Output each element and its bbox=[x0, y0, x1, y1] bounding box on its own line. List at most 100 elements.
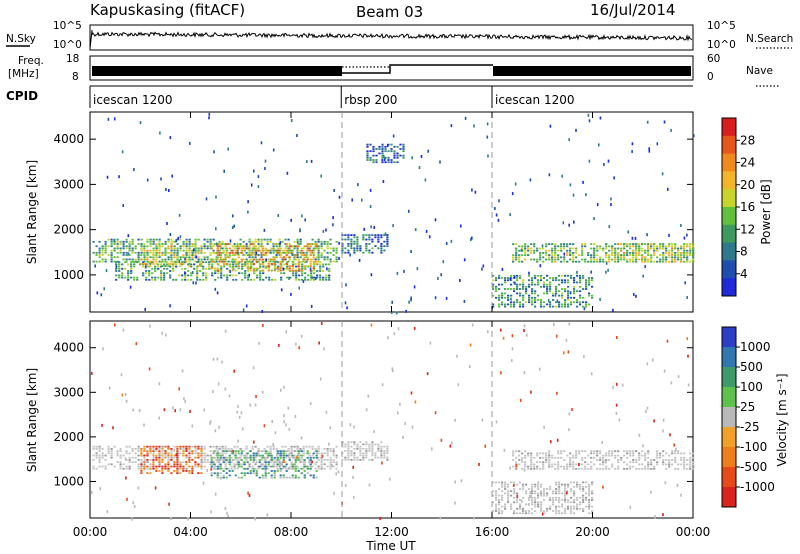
heatmap-cell bbox=[228, 461, 231, 464]
heatmap-cell bbox=[599, 450, 602, 453]
heatmap-cell bbox=[130, 270, 133, 272]
heatmap-cell bbox=[167, 445, 170, 448]
heatmap-cell bbox=[261, 252, 264, 254]
heatmap-cell bbox=[501, 294, 504, 297]
heatmap-cell bbox=[344, 456, 347, 459]
heatmap-cell bbox=[172, 278, 175, 281]
heatmap-cell bbox=[173, 445, 176, 448]
heatmap-cell bbox=[674, 256, 677, 259]
heatmap-cell bbox=[195, 255, 198, 259]
heatmap-cell bbox=[172, 265, 175, 268]
heatmap-cell bbox=[332, 247, 335, 250]
heatmap-cell bbox=[350, 238, 353, 241]
heatmap-cell bbox=[137, 238, 140, 241]
heatmap-cell bbox=[646, 120, 649, 124]
heatmap-cell bbox=[677, 249, 680, 252]
heatmap-cell bbox=[121, 150, 124, 154]
heatmap-cell bbox=[264, 452, 267, 455]
heatmap-cell bbox=[551, 260, 554, 263]
heatmap-cell bbox=[534, 496, 537, 499]
heatmap-cell bbox=[581, 245, 584, 248]
heatmap-cell bbox=[645, 410, 647, 413]
heatmap-cell bbox=[540, 492, 543, 495]
heatmap-cell bbox=[546, 279, 549, 282]
heatmap-cell bbox=[217, 272, 220, 275]
heatmap-cell bbox=[555, 481, 558, 484]
heatmap-cell bbox=[206, 258, 209, 261]
heatmap-cell bbox=[219, 465, 222, 468]
heatmap-cell bbox=[534, 292, 537, 295]
heatmap-cell bbox=[563, 256, 566, 259]
heatmap-cell bbox=[257, 185, 260, 189]
heatmap-cell bbox=[224, 448, 227, 450]
heatmap-cell bbox=[307, 274, 310, 277]
heatmap-cell bbox=[309, 474, 312, 477]
heatmap-cell bbox=[371, 458, 374, 461]
heatmap-cell bbox=[648, 147, 650, 151]
heatmap-cell bbox=[115, 267, 118, 270]
heatmap-cell bbox=[582, 510, 585, 512]
heatmap-cell bbox=[659, 260, 662, 263]
heatmap-cell bbox=[170, 517, 172, 521]
heatmap-cell bbox=[545, 245, 548, 248]
heatmap-cell bbox=[214, 429, 217, 433]
heatmap-cell bbox=[131, 249, 134, 252]
heatmap-cell bbox=[202, 481, 205, 485]
heatmap-cell bbox=[158, 260, 161, 263]
heatmap-cell bbox=[136, 261, 139, 264]
heatmap-cell bbox=[564, 288, 567, 290]
heatmap-cell bbox=[374, 456, 377, 459]
heatmap-cell bbox=[202, 274, 205, 277]
heatmap-cell bbox=[221, 240, 224, 243]
heatmap-cell bbox=[668, 256, 671, 259]
heatmap-cell bbox=[500, 371, 502, 375]
heatmap-cell bbox=[285, 263, 288, 265]
heatmap-cell bbox=[193, 267, 196, 270]
heatmap-cell bbox=[169, 274, 172, 277]
heatmap-cell bbox=[176, 448, 179, 450]
heatmap-cell bbox=[554, 463, 557, 466]
heatmap-cell bbox=[303, 245, 306, 248]
heatmap-cell bbox=[173, 247, 176, 250]
heatmap-cell bbox=[611, 249, 614, 252]
heatmap-cell bbox=[569, 456, 572, 459]
heatmap-cell bbox=[185, 461, 188, 463]
heatmap-cell bbox=[103, 287, 105, 291]
heatmap-cell bbox=[210, 459, 213, 461]
heatmap-cell bbox=[308, 445, 311, 448]
heatmap-cell bbox=[555, 290, 558, 293]
heatmap-cell bbox=[590, 254, 593, 256]
heatmap-cell bbox=[296, 454, 299, 457]
heatmap-cell bbox=[328, 276, 331, 279]
heatmap-cell bbox=[674, 245, 677, 248]
heatmap-cell bbox=[172, 406, 174, 410]
heatmap-cell bbox=[161, 448, 164, 450]
heatmap-cell bbox=[131, 461, 134, 463]
heatmap-cell bbox=[119, 465, 122, 468]
heatmap-cell bbox=[181, 267, 184, 270]
heatmap-cell bbox=[206, 454, 209, 457]
heatmap-cell bbox=[222, 258, 225, 261]
heatmap-cell bbox=[197, 249, 200, 252]
heatmap-cell bbox=[567, 299, 570, 301]
heatmap-cell bbox=[599, 452, 602, 455]
colorbar-swatch bbox=[722, 487, 736, 508]
heatmap-cell bbox=[399, 148, 402, 150]
heatmap-cell bbox=[518, 260, 521, 263]
heatmap-cell bbox=[197, 260, 200, 263]
heatmap-cell bbox=[230, 448, 233, 450]
heatmap-cell bbox=[599, 247, 602, 250]
heatmap-cell bbox=[279, 254, 282, 256]
heatmap-cell bbox=[294, 269, 297, 272]
heatmap-cell bbox=[549, 281, 552, 284]
heatmap-cell bbox=[680, 258, 683, 261]
heatmap-cell bbox=[509, 466, 511, 470]
heatmap-cell bbox=[629, 247, 632, 250]
heatmap-cell bbox=[104, 258, 107, 261]
heatmap-cell bbox=[558, 481, 561, 484]
heatmap-cell bbox=[248, 260, 251, 263]
heatmap-cell bbox=[155, 254, 158, 256]
heatmap-cell bbox=[578, 254, 581, 256]
heatmap-cell bbox=[309, 463, 312, 466]
heatmap-cell bbox=[362, 251, 365, 254]
